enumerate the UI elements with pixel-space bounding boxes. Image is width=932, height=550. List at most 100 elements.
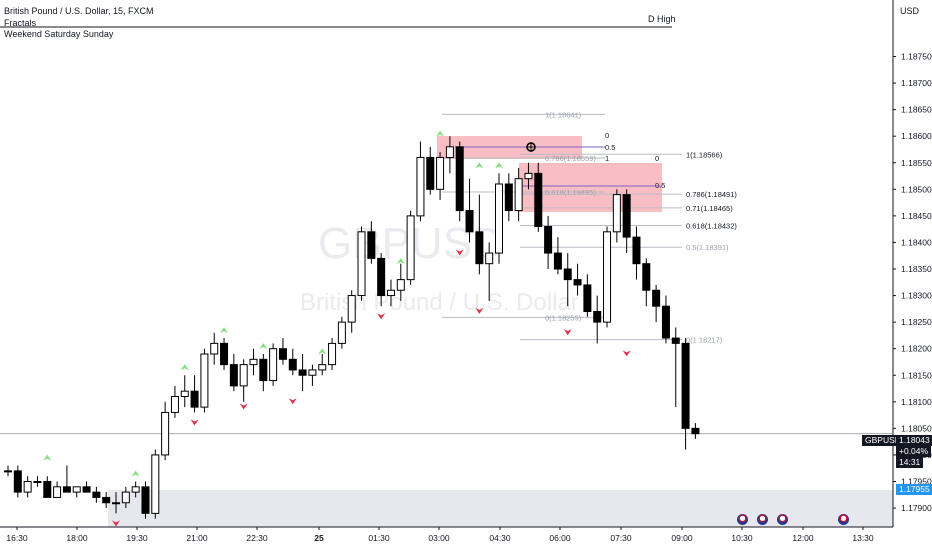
x-tick-label: 16:30 [6,533,28,543]
candle-body [573,279,582,286]
indicator-fractals[interactable]: Fractals [4,18,37,28]
candle-body [563,268,572,281]
fractal-down-marker [455,249,464,256]
fractal-up-marker [318,348,327,355]
candle-body [416,156,425,217]
candle-body [652,289,661,307]
y-tick-label: 1.18250 [901,317,932,327]
event-flag-icon[interactable] [838,514,849,525]
candle-body [622,194,631,238]
last-price-tag: 1.18043 [896,435,932,446]
fib-label: 0(1.18217) [686,336,723,345]
x-tick-label: 03:00 [428,533,450,543]
fib-label: 0(1.18259) [545,313,582,322]
fractal-up-marker [396,258,405,264]
fractal-down-marker [475,307,484,314]
candle-body [62,486,71,493]
candle-body [583,284,592,312]
candle-body [495,183,503,254]
y-tick-label: 1.18050 [901,423,932,433]
y-tick-label: 1.17950 [901,477,932,487]
event-flag-icon[interactable] [757,514,768,525]
candle-body [161,411,170,456]
candle-body [121,491,130,504]
fib-label: 0.71(1.18465) [686,204,733,213]
candle-body [43,481,52,498]
x-tick-label: 22:30 [246,533,268,543]
fractal-up-marker [436,130,445,137]
zone-label: 0 [655,154,659,163]
fractal-down-marker [622,350,631,357]
candle-body [445,146,454,158]
candle-body [298,369,307,376]
y-tick-label: 1.17900 [901,503,932,513]
x-tick-label: 13:30 [852,533,874,543]
y-tick-label: 1.18650 [901,105,932,115]
candle-body [190,390,199,408]
x-tick-label: 06:00 [549,533,571,543]
d-high-label: D High [648,14,676,24]
candle-body [347,295,356,323]
x-tick-label: 10:30 [731,533,753,543]
candle-body [13,470,22,493]
fractal-down-marker [377,313,386,320]
candle-body [671,337,680,344]
candle-body [220,342,229,366]
candle-body [328,342,337,366]
fib-zone [519,163,662,212]
y-tick-label: 1.18150 [901,370,932,380]
candle-body [544,226,553,254]
candle-body [259,358,268,382]
candle-body [180,390,189,397]
candle-body [642,263,651,291]
candle-body [691,427,700,435]
candle-body [4,470,12,473]
event-flag-icon[interactable] [777,514,788,525]
fractal-up-marker [43,454,52,461]
candle-body [553,252,562,270]
change-tag: +0.04% [896,446,932,457]
y-tick-label: 1.18450 [901,211,932,221]
symbol-tag: GBPUSD [862,435,904,446]
y-tick-label: 1.18400 [901,237,932,247]
candle-body [151,454,160,514]
x-tick-label: 25 [314,533,324,543]
event-flag-icon[interactable] [737,514,748,525]
fib-label: 1(1.18566) [686,150,723,159]
candle-body [406,215,415,281]
candle-body [269,348,278,382]
candle-body [288,358,297,371]
zone-label: 0 [605,131,609,140]
indicator-weekend[interactable]: Weekend Saturday Sunday [4,29,114,39]
candle-body [593,311,602,323]
candle-body [278,348,287,360]
candle-body [249,358,258,366]
candle-body [455,146,464,212]
watermark-name: British Pound / U.S. Dollar [300,289,579,316]
fractal-down-marker [239,403,248,410]
y-tick-label: 1.18750 [901,52,932,62]
candle-body [436,156,445,190]
candle-body [603,231,612,323]
y-tick-label: 1.18300 [901,291,932,301]
candle-body [72,486,81,493]
currency-label: USD [900,6,920,16]
zone-label: 1 [605,154,609,163]
fib-label: 0.786(1.18491) [686,190,737,199]
candle-body [661,305,670,339]
candle-body [367,231,376,259]
candle-body [377,257,386,297]
candle-body [92,491,101,498]
y-tick-label: 1.18500 [901,184,932,194]
candle-body [681,342,690,429]
candle-body [170,396,179,413]
x-tick-label: 12:00 [792,533,814,543]
candle-body [141,486,150,514]
candle-body [53,486,62,498]
candle-body [524,172,533,180]
candle-body [102,496,111,504]
candle-body [475,231,484,265]
y-tick-label: 1.18550 [901,158,932,168]
candle-body [396,279,405,291]
